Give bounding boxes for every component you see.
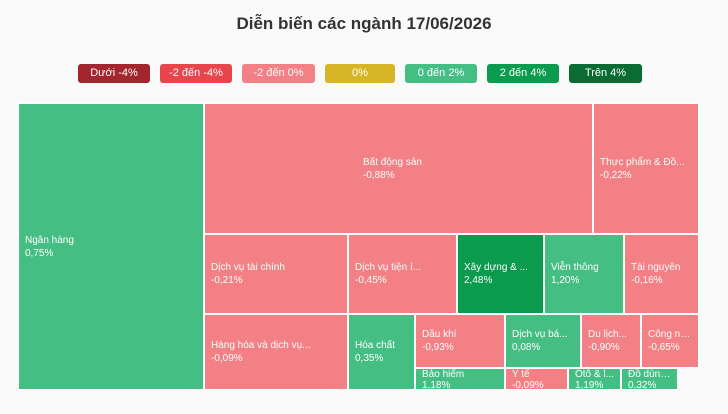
cell-label: Du lịch... -0,90% [582,328,640,354]
sector-change: 0,32% [628,380,657,390]
cell-label: Hóa chất 0,35% [349,339,414,365]
legend-item[interactable]: 0% [325,64,395,83]
cell-label: Tài nguyên -0,16% [625,261,698,287]
sector-name: Ngân hàng [25,234,74,246]
cell-label: Công ng... -0,65% [642,328,698,354]
legend-item[interactable]: -2 đến 0% [242,64,315,83]
sector-change: 1,18% [422,380,451,390]
sector-change: -0,90% [588,342,620,353]
cell-label: Hàng hóa và dịch vụ... -0,09% [205,339,347,365]
sector-name: Bất động sản [363,156,422,168]
sector-name: Viễn thông [551,262,599,273]
cell-label: Đồ dùng... 0,32% [622,369,677,390]
treemap-cell[interactable]: Hàng hóa và dịch vụ... -0,09% [204,314,348,390]
cell-label: Bảo hiểm 1,18% [416,369,504,390]
sector-change: 0,35% [355,353,384,364]
cell-label: Dầu khí -0,93% [416,328,504,354]
sector-change: -0,09% [211,353,243,364]
chart-title: Diễn biến các ngành 17/06/2026 [236,14,492,33]
sector-change: 1,20% [551,275,580,286]
sector-name: Ôtô & l... [575,369,614,380]
sector-name: Hóa chất [355,340,396,351]
cell-label: Viễn thông 1,20% [545,261,623,287]
treemap-cell[interactable]: Tài nguyên -0,16% [624,234,699,314]
legend-item[interactable]: 0 đến 2% [405,64,477,83]
sector-change: -0,45% [355,275,387,286]
treemap-cell[interactable]: Dịch vụ tiện í... -0,45% [348,234,457,314]
sector-name: Hàng hóa và dịch vụ... [211,340,311,351]
sector-name: Dầu khí [422,329,457,340]
sector-change: 0,75% [25,247,54,259]
cell-label: Dịch vụ tiện í... -0,45% [349,261,456,287]
sector-name: Dịch vụ tiện í... [355,262,422,273]
legend-item[interactable]: -2 đến -4% [160,64,232,83]
sector-name: Đồ dùng... [628,369,671,380]
sector-name: Bảo hiểm [422,369,465,380]
sector-name: Xây dựng & ... [464,262,528,273]
sector-change: -0,65% [648,342,680,353]
sector-name: Du lịch... [588,329,627,340]
treemap-cell[interactable]: Y tế -0,09% [505,368,568,390]
treemap: Ngân hàng 0,75% Bất động sản -0,88% Thực phẩ… [18,103,699,390]
sector-change: -0,88% [363,169,395,181]
sector-change: -0,22% [600,169,632,181]
treemap-cell[interactable]: Đồ dùng... 0,32% [621,368,678,390]
cell-label: Bất động sản -0,88% [205,156,592,182]
treemap-cell[interactable]: Thực phẩm & Đồ... -0,22% [593,103,699,234]
treemap-cell[interactable]: Ngân hàng 0,75% [18,103,204,390]
treemap-cell[interactable]: Công ng... -0,65% [641,314,699,368]
treemap-cell[interactable]: Viễn thông 1,20% [544,234,624,314]
treemap-cell[interactable]: Ôtô & l... 1,19% [568,368,621,390]
sector-change: -0,16% [631,275,663,286]
sector-change: 0,08% [512,342,541,353]
sector-name: Dịch vụ tài chính [211,262,285,273]
sector-name: Thực phẩm & Đồ... [600,156,685,168]
sector-change: -0,09% [512,380,544,390]
sector-name: Dịch vụ bá... [512,329,568,340]
treemap-cell[interactable]: Dịch vụ tài chính -0,21% [204,234,348,314]
cell-label: Y tế -0,09% [506,369,567,390]
legend-item[interactable]: Dưới -4% [78,64,150,83]
sector-change: -0,21% [211,275,243,286]
treemap-cell[interactable]: Bảo hiểm 1,18% [415,368,505,390]
legend-item[interactable]: 2 đến 4% [487,64,559,83]
treemap-cell[interactable]: Dịch vụ bá... 0,08% [505,314,581,368]
cell-label: Dịch vụ bá... 0,08% [506,328,580,354]
sector-change: 2,48% [464,275,493,286]
sector-name: Tài nguyên [631,262,681,273]
sector-change: -0,93% [422,342,454,353]
treemap-cell[interactable]: Du lịch... -0,90% [581,314,641,368]
cell-label: Dịch vụ tài chính -0,21% [205,261,347,287]
treemap-cell[interactable]: Bất động sản -0,88% [204,103,593,234]
cell-label: Ôtô & l... 1,19% [569,369,620,390]
treemap-cell[interactable]: Dầu khí -0,93% [415,314,505,368]
sector-name: Y tế [512,369,530,380]
treemap-cell[interactable]: Xây dựng & ... 2,48% [457,234,544,314]
sector-name: Công ng... [648,329,692,340]
treemap-cell[interactable]: Hóa chất 0,35% [348,314,415,390]
cell-label: Xây dựng & ... 2,48% [458,261,543,287]
legend-item[interactable]: Trên 4% [569,64,642,83]
cell-label: Thực phẩm & Đồ... -0,22% [594,156,698,182]
cell-label: Ngân hàng 0,75% [19,234,203,260]
sector-change: 1,19% [575,380,604,390]
